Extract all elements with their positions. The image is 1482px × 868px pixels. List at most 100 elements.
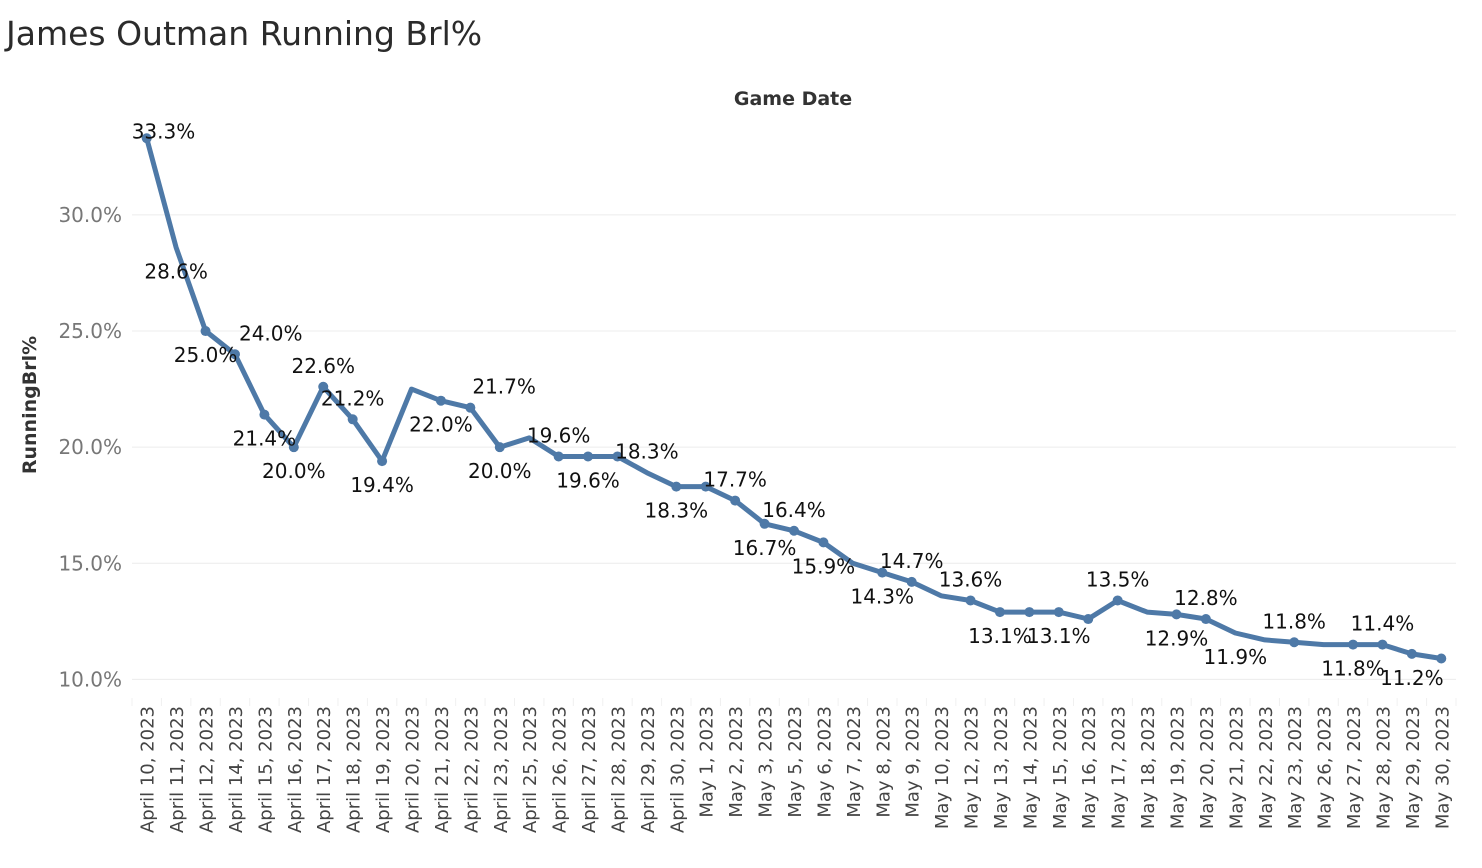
x-tick-label: May 13, 2023: [991, 706, 1012, 829]
data-point: [1348, 639, 1359, 650]
x-tick-label: May 19, 2023: [1167, 706, 1188, 829]
data-point: [465, 402, 476, 413]
x-tick-label: May 21, 2023: [1226, 706, 1247, 829]
data-point: [700, 481, 711, 492]
data-point: [877, 567, 888, 578]
x-tick-label: May 8, 2023: [873, 706, 894, 818]
x-tick-label: April 23, 2023: [491, 706, 512, 833]
data-label: 22.0%: [409, 413, 473, 437]
x-tick-label: April 28, 2023: [608, 706, 629, 833]
data-label: 15.9%: [792, 554, 856, 578]
x-tick-label: April 26, 2023: [550, 706, 571, 833]
x-tick-label: May 30, 2023: [1432, 706, 1453, 829]
x-tick-label: May 14, 2023: [1020, 706, 1041, 829]
data-label: 11.4%: [1351, 612, 1415, 636]
x-tick-label: May 20, 2023: [1197, 706, 1218, 829]
data-label: 12.8%: [1174, 586, 1238, 610]
data-label: 13.5%: [1086, 567, 1150, 591]
data-label: 21.4%: [233, 427, 297, 451]
x-tick-label: April 22, 2023: [461, 706, 482, 833]
y-axis-title: RunningBrl%: [19, 336, 41, 474]
x-tick-label: May 2, 2023: [726, 706, 747, 818]
data-label: 17.7%: [703, 468, 767, 492]
data-point: [994, 607, 1005, 618]
data-label: 24.0%: [239, 321, 303, 345]
data-label: 33.3%: [132, 119, 196, 143]
data-label: 25.0%: [174, 343, 238, 367]
data-point: [583, 451, 594, 462]
x-tick-label: April 30, 2023: [667, 706, 688, 833]
data-label: 22.6%: [291, 354, 355, 378]
x-tick-label: April 21, 2023: [432, 706, 453, 833]
x-tick-label: April 29, 2023: [638, 706, 659, 833]
column-separators: [131, 698, 1457, 706]
data-point: [1200, 614, 1211, 625]
data-label: 16.7%: [733, 536, 797, 560]
data-point: [1436, 653, 1447, 664]
x-tick-label: April 10, 2023: [138, 706, 159, 833]
data-point: [141, 133, 152, 144]
data-point: [730, 495, 741, 506]
x-tick-label: April 27, 2023: [579, 706, 600, 833]
data-point: [759, 518, 770, 529]
data-point: [1289, 637, 1300, 648]
data-label: 19.6%: [527, 423, 591, 447]
x-tick-label: May 15, 2023: [1050, 706, 1071, 829]
data-point: [1024, 607, 1035, 618]
x-tick-label: April 17, 2023: [314, 706, 335, 833]
x-axis-title: Game Date: [734, 88, 852, 110]
data-point: [377, 456, 388, 467]
data-point: [965, 595, 976, 606]
data-markers: [141, 133, 1447, 664]
data-point: [1083, 614, 1094, 625]
x-tick-label: May 6, 2023: [814, 706, 835, 818]
data-label: 11.8%: [1262, 609, 1326, 633]
x-tick-label: April 25, 2023: [520, 706, 541, 833]
data-point: [906, 576, 917, 587]
data-label: 18.3%: [645, 499, 709, 523]
data-point: [1406, 648, 1417, 659]
data-label: 13.6%: [939, 567, 1003, 591]
data-label: 28.6%: [144, 259, 208, 283]
data-point: [1112, 595, 1123, 606]
y-tick-label: 10.0%: [58, 667, 122, 691]
data-label: 11.8%: [1321, 657, 1385, 681]
y-axis-ticks: 10.0% 15.0% 20.0% 25.0% 30.0%: [58, 203, 122, 692]
data-label: 14.7%: [880, 549, 944, 573]
data-point: [1053, 607, 1064, 618]
x-axis-ticks: April 10, 2023 April 11, 2023 April 12, 20…: [138, 706, 1454, 833]
x-tick-label: May 22, 2023: [1256, 706, 1277, 829]
data-point: [494, 442, 505, 453]
data-point: [1171, 609, 1182, 620]
chart-title: James Outman Running Brl%: [6, 14, 483, 53]
data-label: 19.6%: [556, 468, 620, 492]
data-point: [789, 525, 799, 536]
x-tick-label: April 12, 2023: [197, 706, 218, 833]
data-label: 20.0%: [262, 459, 326, 483]
data-label: 18.3%: [615, 440, 679, 464]
data-label: 12.9%: [1145, 626, 1209, 650]
x-tick-label: April 14, 2023: [226, 706, 247, 833]
x-tick-label: May 18, 2023: [1138, 706, 1159, 829]
y-tick-label: 30.0%: [58, 203, 122, 227]
data-label: 11.9%: [1204, 645, 1268, 669]
data-point: [1377, 639, 1388, 650]
data-label: 16.4%: [762, 498, 826, 522]
data-label: 21.2%: [321, 386, 385, 410]
data-label: 13.1%: [1027, 624, 1091, 648]
x-tick-label: May 12, 2023: [962, 706, 983, 829]
x-tick-label: May 17, 2023: [1109, 706, 1130, 829]
x-tick-label: April 15, 2023: [255, 706, 276, 833]
x-tick-label: May 16, 2023: [1079, 706, 1100, 829]
gridlines: [132, 214, 1456, 680]
x-tick-label: May 5, 2023: [785, 706, 806, 818]
data-point: [553, 451, 564, 462]
x-tick-label: May 10, 2023: [932, 706, 953, 829]
data-point: [347, 414, 358, 425]
data-point: [259, 409, 270, 420]
data-point: [229, 349, 240, 360]
data-point: [435, 395, 446, 406]
x-tick-label: May 29, 2023: [1403, 706, 1424, 829]
y-tick-label: 15.0%: [58, 551, 122, 575]
